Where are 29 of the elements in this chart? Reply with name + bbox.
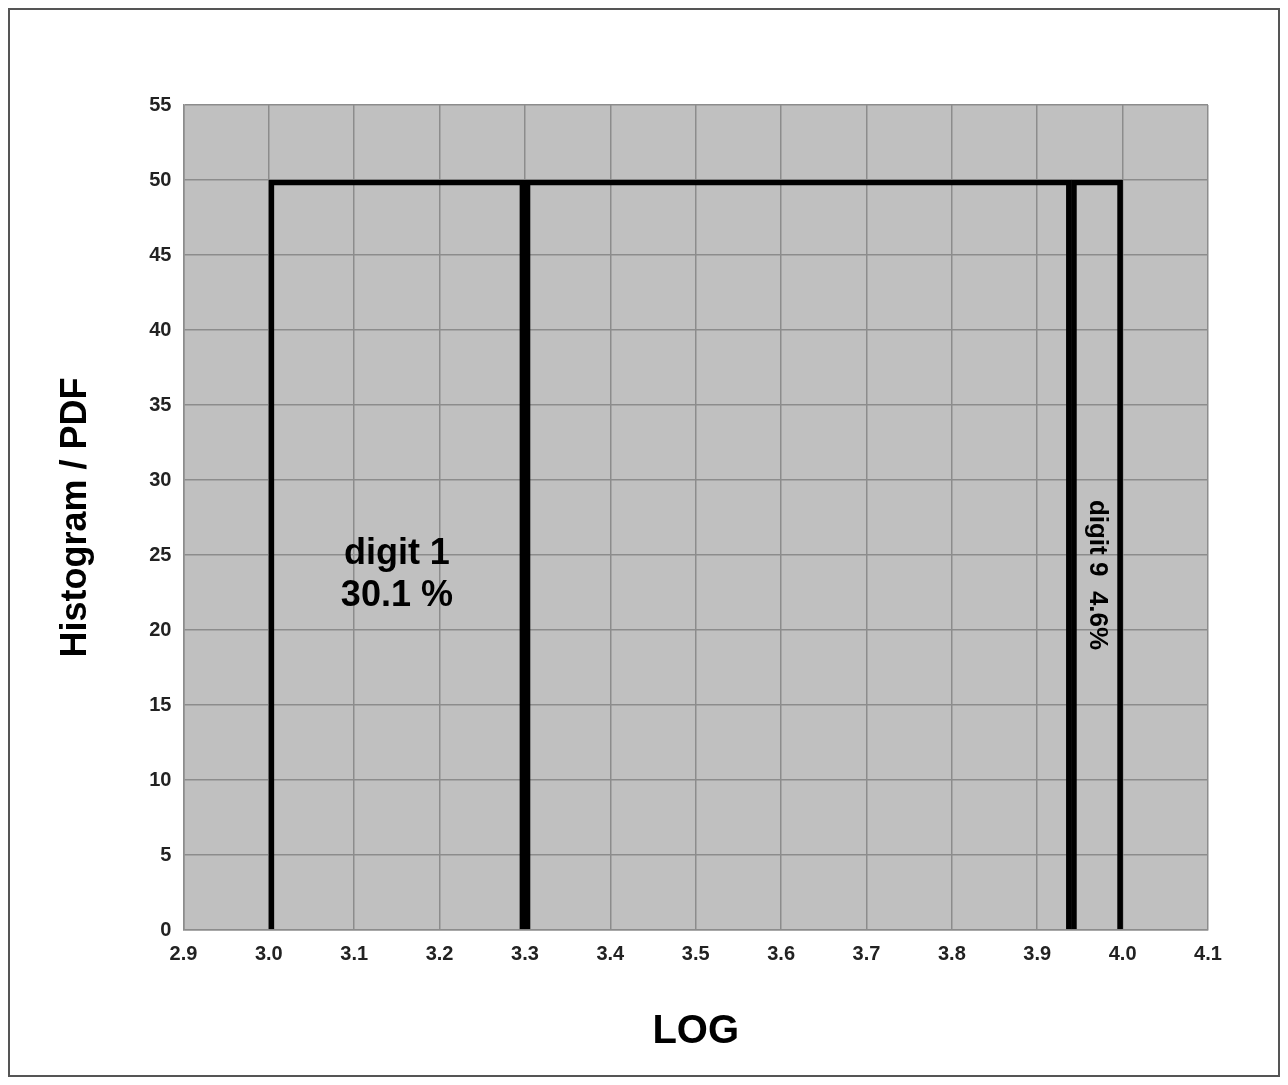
x-tick-label: 3.2 — [425, 941, 454, 964]
x-axis-title: LOG — [652, 1007, 740, 1052]
x-tick-label: 3.4 — [596, 941, 626, 964]
y-tick-label: 30 — [149, 467, 172, 490]
x-tick-label: 3.3 — [511, 941, 539, 964]
y-tick-label: 55 — [149, 92, 172, 115]
x-tick-label: 4.0 — [1108, 941, 1137, 964]
y-tick-label: 45 — [149, 242, 172, 265]
annotation: digit 9 4.6% — [1083, 499, 1114, 651]
x-tick-label: 3.0 — [254, 941, 283, 964]
x-tick-label: 3.9 — [1023, 941, 1052, 964]
y-axis-title: Histogram / PDF — [52, 377, 94, 658]
x-tick-label: 2.9 — [169, 941, 198, 964]
y-tick-label: 5 — [160, 842, 172, 865]
y-tick-label: 0 — [160, 917, 172, 940]
y-tick-label: 50 — [149, 167, 172, 190]
x-tick-label: 4.1 — [1194, 941, 1222, 964]
x-tick-label: 3.1 — [340, 941, 369, 964]
y-tick-label: 20 — [149, 617, 172, 640]
x-tick-label: 3.7 — [852, 941, 881, 964]
annotation: digit 1 30.1 % — [340, 530, 453, 614]
y-tick-label: 10 — [149, 767, 172, 790]
x-tick-label: 3.5 — [681, 941, 710, 964]
y-tick-label: 40 — [149, 317, 172, 340]
y-tick-label: 35 — [149, 392, 172, 415]
x-tick-label: 3.8 — [937, 941, 966, 964]
y-tick-label: 15 — [149, 692, 172, 715]
y-tick-label: 25 — [149, 542, 172, 565]
x-tick-label: 3.6 — [767, 941, 796, 964]
